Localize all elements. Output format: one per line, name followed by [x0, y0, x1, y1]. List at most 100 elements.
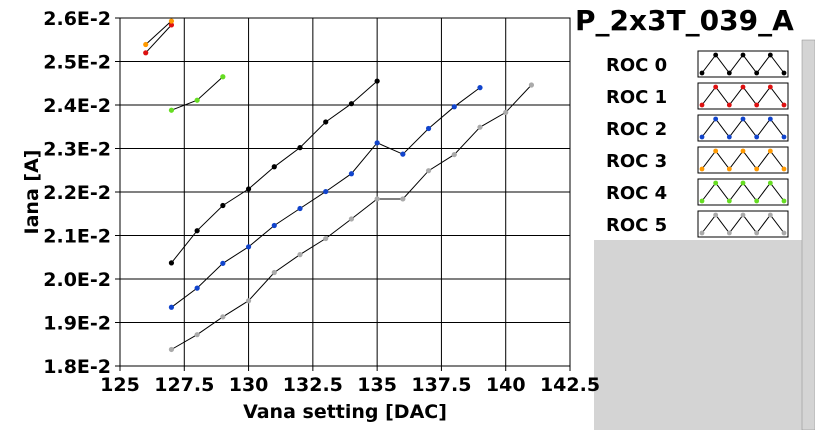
data-point-roc-0: [245, 186, 252, 192]
legend-swatch-marker: [726, 166, 732, 172]
legend-swatch-marker: [740, 84, 746, 90]
legend-swatch-marker: [699, 102, 705, 108]
data-point-roc-2: [425, 125, 432, 132]
legend-swatch-marker: [713, 180, 719, 186]
data-point-roc-1: [168, 22, 175, 28]
data-point-roc-5: [194, 332, 200, 338]
legend-label: ROC 2: [606, 119, 667, 140]
data-point-roc-0: [168, 260, 175, 266]
series-lines: [143, 18, 535, 353]
data-point-roc-5: [528, 82, 535, 88]
legend-swatch-marker: [767, 148, 773, 154]
legend-swatch-marker: [740, 180, 746, 186]
data-point-roc-2: [477, 85, 483, 91]
data-point-roc-0: [220, 202, 226, 209]
legend-swatch-marker: [699, 230, 705, 236]
legend-label: ROC 0: [606, 55, 667, 76]
x-tick-label: 125: [100, 374, 140, 396]
legend-swatch-marker: [726, 134, 732, 140]
data-point-roc-5: [503, 109, 509, 115]
legend-swatch-marker: [767, 180, 773, 186]
legend-swatch-marker: [754, 102, 760, 108]
legend-swatch-marker: [754, 198, 760, 204]
legend-swatch-marker: [726, 70, 732, 76]
panel-title: P_2x3T_039_A: [575, 4, 794, 37]
x-tick-label: 137.5: [411, 374, 471, 396]
data-point-roc-4: [168, 107, 175, 113]
legend-swatch-marker: [754, 230, 760, 236]
legend-swatch-marker: [713, 84, 719, 90]
legend-swatch-marker: [713, 212, 719, 218]
y-tick-label: 2.0E-2: [43, 269, 111, 291]
data-point-roc-1: [143, 50, 149, 56]
legend-swatch-marker: [781, 134, 787, 140]
data-point-roc-0: [194, 228, 200, 234]
data-point-roc-5: [323, 235, 329, 242]
tick-labels: 125 127.5 130 132.5 135 137.5 140 142.5 1.8E-2 1.…: [43, 8, 600, 396]
legend-swatch-marker: [699, 166, 705, 172]
data-point-roc-0: [323, 119, 329, 125]
data-point-roc-2: [348, 171, 355, 177]
legend-swatch-marker: [699, 198, 705, 204]
legend-swatch-marker: [767, 212, 773, 218]
legend-swatch-marker: [740, 116, 746, 122]
grid: [119, 17, 571, 367]
legend-swatch-marker: [699, 134, 705, 140]
x-tick-label: 135: [357, 374, 397, 396]
legend-swatch-marker: [781, 102, 787, 108]
x-tick-label: 132.5: [283, 374, 343, 396]
data-point-roc-5: [477, 124, 483, 130]
x-axis-label: Vana setting [DAC]: [243, 401, 447, 423]
legend-label: ROC 4: [606, 183, 667, 204]
legend-swatch-marker: [713, 52, 719, 58]
data-point-roc-0: [348, 101, 355, 107]
data-point-roc-2: [400, 151, 406, 157]
data-point-roc-3: [168, 18, 175, 24]
data-point-roc-2: [194, 285, 200, 291]
data-point-roc-5: [374, 196, 380, 202]
x-tick-label: 127.5: [154, 374, 214, 396]
legend: ROC 0 ROC 1 ROC 2 ROC 3 ROC 4 ROC 5: [606, 50, 789, 238]
legend-swatch-marker: [740, 52, 746, 58]
y-tick-label: 2.6E-2: [43, 8, 111, 30]
data-point-roc-5: [348, 216, 355, 222]
y-tick-label: 2.3E-2: [43, 139, 111, 161]
y-tick-label: 2.1E-2: [43, 226, 111, 248]
data-point-roc-2: [271, 222, 277, 229]
legend-swatch-marker: [781, 198, 787, 204]
data-point-roc-5: [220, 314, 226, 320]
legend-swatch-marker: [713, 148, 719, 154]
series-line-roc-1: [145, 24, 172, 54]
data-point-roc-5: [245, 298, 252, 304]
data-point-roc-2: [220, 260, 226, 266]
data-point-roc-5: [451, 151, 457, 158]
data-point-roc-5: [297, 252, 303, 258]
legend-label: ROC 5: [606, 215, 667, 236]
data-point-roc-0: [271, 164, 277, 170]
data-point-roc-4: [220, 74, 226, 80]
data-point-roc-3: [143, 41, 149, 48]
legend-swatch-marker: [767, 116, 773, 122]
data-point-roc-2: [297, 205, 303, 212]
x-tick-label: 142.5: [540, 374, 600, 396]
legend-label: ROC 1: [606, 87, 667, 108]
data-point-roc-2: [374, 140, 380, 146]
legend-swatch-marker: [781, 230, 787, 236]
data-point-roc-0: [374, 78, 380, 84]
legend-swatch-marker: [754, 70, 760, 76]
legend-swatch-marker: [726, 198, 732, 204]
y-tick-label: 1.8E-2: [43, 356, 111, 378]
legend-swatch-marker: [767, 84, 773, 90]
legend-swatch-marker: [740, 212, 746, 218]
data-point-roc-0: [297, 145, 303, 151]
panel-scrollbar[interactable]: [801, 39, 815, 430]
data-point-roc-5: [425, 168, 432, 174]
legend-swatch-marker: [699, 70, 705, 76]
data-point-roc-2: [245, 244, 252, 250]
x-tick-label: 130: [229, 374, 269, 396]
y-tick-label: 2.4E-2: [43, 95, 111, 117]
legend-swatch-marker: [767, 52, 773, 58]
series-line-roc-3: [145, 20, 172, 45]
y-tick-label: 2.5E-2: [43, 52, 111, 74]
